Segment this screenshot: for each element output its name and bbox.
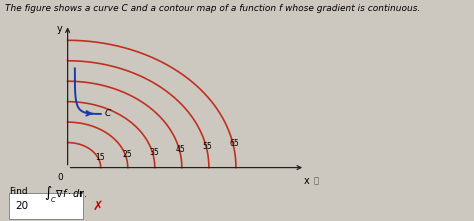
Text: 25: 25 <box>122 151 132 159</box>
Text: The figure shows a curve C and a contour map of a function f whose gradient is c: The figure shows a curve C and a contour… <box>5 4 420 13</box>
Text: 20: 20 <box>15 201 28 211</box>
Text: 55: 55 <box>203 142 212 151</box>
Text: Find: Find <box>9 187 28 196</box>
Text: 35: 35 <box>149 148 159 157</box>
Text: ✗: ✗ <box>92 200 103 213</box>
Text: ⓘ: ⓘ <box>314 177 319 186</box>
Text: C: C <box>105 109 111 118</box>
Text: 15: 15 <box>96 153 105 162</box>
Text: $\int_C \nabla f \cdot d\mathbf{r}.$: $\int_C \nabla f \cdot d\mathbf{r}.$ <box>44 185 88 205</box>
Text: 65: 65 <box>229 139 239 148</box>
Text: y: y <box>57 24 63 34</box>
Text: x: x <box>303 176 309 186</box>
Text: 0: 0 <box>57 173 63 182</box>
Text: 45: 45 <box>176 145 186 154</box>
